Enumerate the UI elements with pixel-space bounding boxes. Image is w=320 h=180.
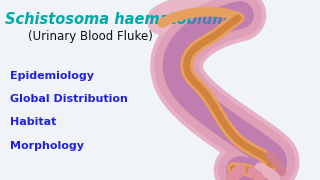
Text: Morphology: Morphology [10,141,84,151]
Text: (Urinary Blood Fluke): (Urinary Blood Fluke) [28,30,152,43]
Text: Epidemiology: Epidemiology [10,71,93,81]
Text: Global Distribution: Global Distribution [10,94,127,104]
Text: Schistosoma haematobium: Schistosoma haematobium [5,12,228,27]
Text: Habitat: Habitat [10,117,56,127]
